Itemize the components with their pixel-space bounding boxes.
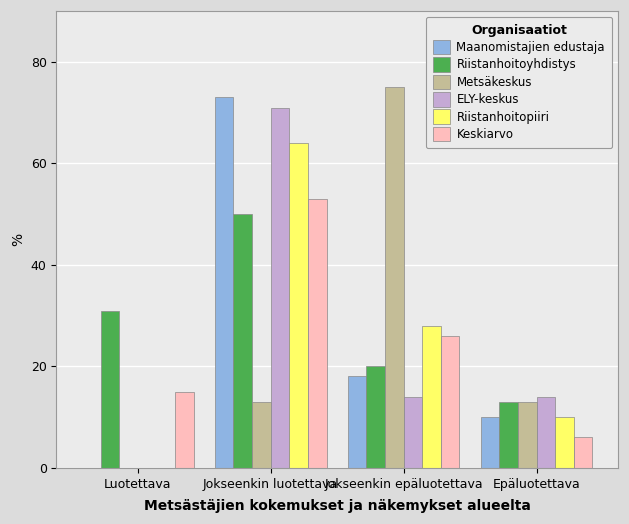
Bar: [574, 438, 593, 468]
Bar: [233, 214, 252, 468]
Bar: [499, 402, 518, 468]
Bar: [175, 392, 194, 468]
Bar: [101, 311, 119, 468]
Bar: [366, 366, 385, 468]
Bar: [215, 97, 233, 468]
Bar: [441, 336, 459, 468]
Y-axis label: %: %: [11, 233, 25, 246]
Bar: [385, 87, 404, 468]
X-axis label: Metsästäjien kokemukset ja näkemykset alueelta: Metsästäjien kokemukset ja näkemykset al…: [143, 499, 531, 513]
Bar: [481, 417, 499, 468]
Bar: [308, 199, 326, 468]
Bar: [518, 402, 537, 468]
Bar: [289, 143, 308, 468]
Bar: [537, 397, 555, 468]
Bar: [252, 402, 270, 468]
Bar: [555, 417, 574, 468]
Legend: Maanomistajien edustaja, Riistanhoitoyhdistys, Metsäkeskus, ELY-keskus, Riistanh: Maanomistajien edustaja, Riistanhoitoyhd…: [426, 17, 612, 148]
Bar: [348, 376, 366, 468]
Bar: [404, 397, 422, 468]
Bar: [422, 326, 441, 468]
Bar: [270, 107, 289, 468]
